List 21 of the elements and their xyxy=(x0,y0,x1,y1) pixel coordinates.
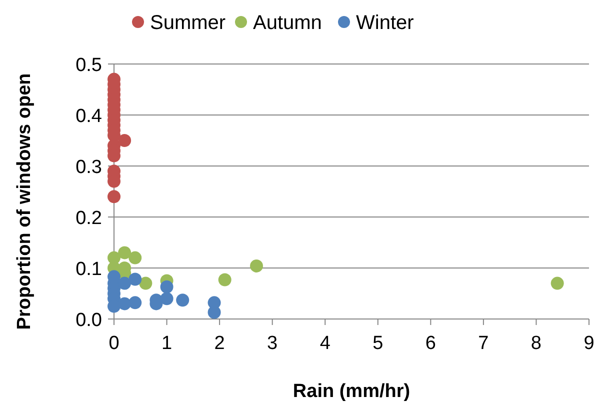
y-tick-label: 0.2 xyxy=(76,208,102,229)
y-tick-label: 0.1 xyxy=(76,259,102,280)
x-tick-label: 9 xyxy=(584,333,594,354)
legend-label: Autumn xyxy=(253,12,322,34)
y-tick-label: 0.5 xyxy=(76,55,102,76)
y-axis-title: Proportion of windows open xyxy=(14,73,35,330)
x-tick-label: 2 xyxy=(214,333,225,354)
y-tick-label: 0.4 xyxy=(76,106,102,127)
legend-label: Summer xyxy=(150,12,226,34)
legend-label: Winter xyxy=(356,12,414,34)
x-tick-label: 3 xyxy=(267,333,278,354)
x-tick-label: 0 xyxy=(108,333,120,354)
y-tick-label: 0.0 xyxy=(76,310,102,331)
x-tick-label: 1 xyxy=(161,333,172,354)
x-tick-label: 8 xyxy=(530,333,542,354)
x-tick-label: 4 xyxy=(320,333,331,354)
x-tick-label: 7 xyxy=(478,333,489,354)
x-tick-label: 5 xyxy=(372,333,384,354)
y-tick-label: 0.3 xyxy=(76,157,102,178)
x-tick-label: 6 xyxy=(425,333,436,354)
x-axis-title: Rain (mm/hr) xyxy=(292,381,410,402)
